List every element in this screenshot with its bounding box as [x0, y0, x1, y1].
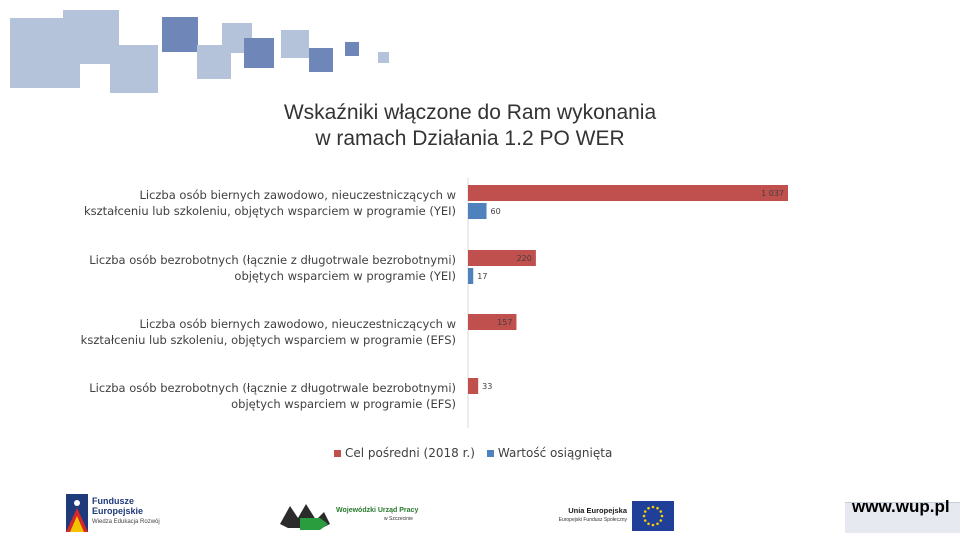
category-label-line: Liczba osób biernych zawodowo, nieuczest… — [139, 317, 456, 331]
ue-logo-text: Unia Europejska Europejski Fundusz Społe… — [535, 506, 627, 525]
chart-title-line1: Wskaźniki włączone do Ram wykonania — [283, 101, 657, 124]
legend-item-series1: Cel pośredni (2018 r.) — [334, 446, 475, 460]
ue-line1: Unia Europejska — [568, 506, 627, 515]
chart-title: Wskaźniki włączone do Ram wykonania w ra… — [200, 100, 740, 152]
ue-line2: Europejski Fundusz Społeczny — [558, 517, 627, 523]
wup-line2: w Szczecinie — [384, 516, 413, 522]
bar-achieved-1 — [468, 203, 487, 219]
chart-title-line2: w ramach Działania 1.2 PO WER — [315, 127, 625, 150]
category-label-1: Liczba osób biernych zawodowo, nieuczest… — [76, 187, 456, 219]
decorative-square — [162, 17, 198, 52]
decorative-square — [281, 30, 309, 58]
chart-legend: Cel pośredni (2018 r.) Wartość osiągnięt… — [334, 444, 624, 462]
eu-star — [656, 522, 659, 526]
eu-flag-icon — [632, 501, 674, 531]
eu-star — [651, 505, 655, 509]
website-url[interactable]: www.wup.pl — [852, 497, 950, 516]
data-label-achieved-2: 17 — [477, 272, 487, 281]
category-label-line: kształceniu lub szkoleniu, objętych wspa… — [83, 204, 456, 218]
wup-logo-text: Wojewódzki Urząd Pracy w Szczecinie — [336, 506, 418, 524]
eu-star — [659, 519, 663, 522]
website-box — [845, 502, 960, 533]
eu-star — [656, 506, 659, 510]
category-label-2: Liczba osób bezrobotnych (łącznie z dług… — [76, 252, 456, 284]
eu-star — [659, 510, 663, 513]
category-label-3: Liczba osób biernych zawodowo, nieuczest… — [76, 316, 456, 348]
bar-target-2 — [468, 250, 536, 266]
bar-target-3 — [468, 314, 517, 330]
bar-target-4 — [468, 378, 479, 394]
eu-star — [651, 523, 655, 527]
category-label-line: objętych wsparciem w programie (EFS) — [231, 397, 456, 411]
data-label-target-1: 1 037 — [761, 189, 784, 198]
category-label-4: Liczba osób bezrobotnych (łącznie z dług… — [76, 380, 456, 412]
eu-star — [643, 510, 647, 513]
fe-line2: Europejskie — [92, 506, 144, 516]
wup-emblem-icon — [280, 504, 330, 530]
decorative-square — [110, 45, 158, 93]
bar-target-1 — [468, 185, 788, 201]
data-label-target-3: 157 — [497, 318, 512, 327]
decorative-square — [345, 42, 359, 56]
category-label-line: objętych wsparciem w programie (YEI) — [234, 269, 456, 283]
legend-swatch-series2 — [486, 449, 494, 457]
unia-europejska-logo: Unia Europejska Europejski Fundusz Społe… — [535, 500, 680, 532]
category-label-line: Liczba osób bezrobotnych (łącznie z dług… — [89, 253, 456, 267]
eu-star — [660, 514, 664, 518]
legend-label-series2: Wartość osiągnięta — [497, 446, 613, 460]
legend-label-series1: Cel pośredni (2018 r.) — [345, 446, 475, 460]
eu-star — [647, 506, 650, 510]
bar-achieved-2 — [468, 268, 474, 284]
category-label-line: kształceniu lub szkoleniu, objętych wspa… — [80, 333, 456, 347]
data-label-achieved-1: 60 — [491, 207, 501, 216]
fundusze-europejskie-logo: Fundusze Europejskie Wiedza Edukacja Roz… — [66, 492, 178, 532]
eu-star — [642, 514, 646, 518]
category-label-line: Liczba osób biernych zawodowo, nieuczest… — [139, 188, 456, 202]
data-label-target-4: 33 — [482, 382, 492, 391]
fe-line1: Fundusze — [92, 496, 134, 506]
category-label-line: Liczba osób bezrobotnych (łącznie z dług… — [89, 381, 456, 395]
data-label-target-2: 220 — [517, 254, 532, 263]
decorative-square — [63, 10, 119, 64]
decorative-square — [309, 48, 333, 72]
fe-line3: Wiedza Edukacja Rozwój — [92, 519, 160, 525]
legend-swatch-series1 — [334, 449, 341, 457]
decorative-square — [244, 38, 274, 68]
fe-emblem-icon — [66, 494, 88, 532]
decorative-square — [378, 52, 389, 63]
wup-logo: Wojewódzki Urząd Pracy w Szczecinie — [280, 498, 440, 532]
eu-star — [647, 522, 650, 526]
wup-line1: Wojewódzki Urząd Pracy — [336, 507, 419, 514]
legend-item-series2: Wartość osiągnięta — [486, 446, 613, 460]
fe-logo-text: Fundusze Europejskie Wiedza Edukacja Roz… — [92, 496, 160, 528]
eu-star — [643, 519, 647, 522]
bar-chart: 1 037 220 157 33 60 17 — [467, 178, 788, 428]
